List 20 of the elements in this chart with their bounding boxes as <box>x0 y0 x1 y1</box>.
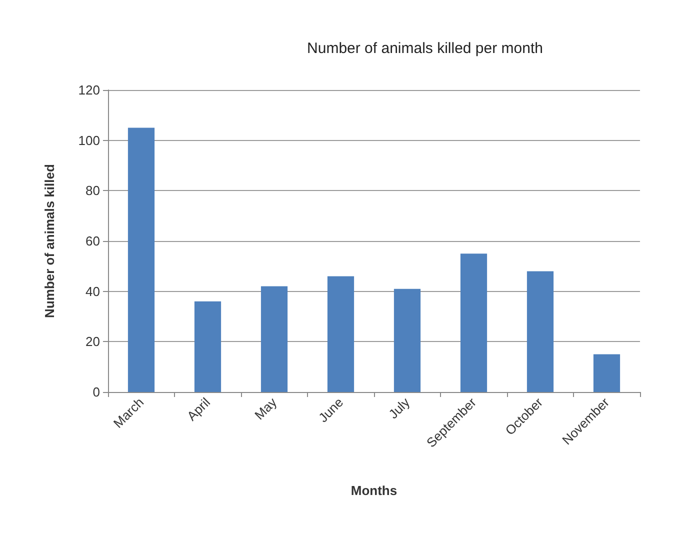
bar <box>327 276 354 392</box>
y-tick-label: 60 <box>86 234 100 248</box>
x-tick-label: May <box>252 394 280 423</box>
y-tick-label: 120 <box>78 82 100 98</box>
bar <box>460 254 488 392</box>
bar <box>593 354 620 392</box>
bar <box>526 271 554 392</box>
bar <box>394 288 421 392</box>
y-tick-label: 80 <box>86 183 100 198</box>
bar <box>128 128 155 392</box>
bar <box>194 301 222 392</box>
y-axis-title: Number of animals killed <box>42 164 57 318</box>
y-tick-label: 40 <box>86 284 100 299</box>
x-axis-title: Months <box>350 483 398 498</box>
y-tick-label: 20 <box>86 334 100 350</box>
y-tick-label: 100 <box>78 132 100 148</box>
bar <box>260 286 288 392</box>
x-tick-label: July <box>386 394 413 422</box>
y-tick-label: 0 <box>92 384 100 400</box>
chart-title: Number of animals killed per month <box>307 40 543 57</box>
